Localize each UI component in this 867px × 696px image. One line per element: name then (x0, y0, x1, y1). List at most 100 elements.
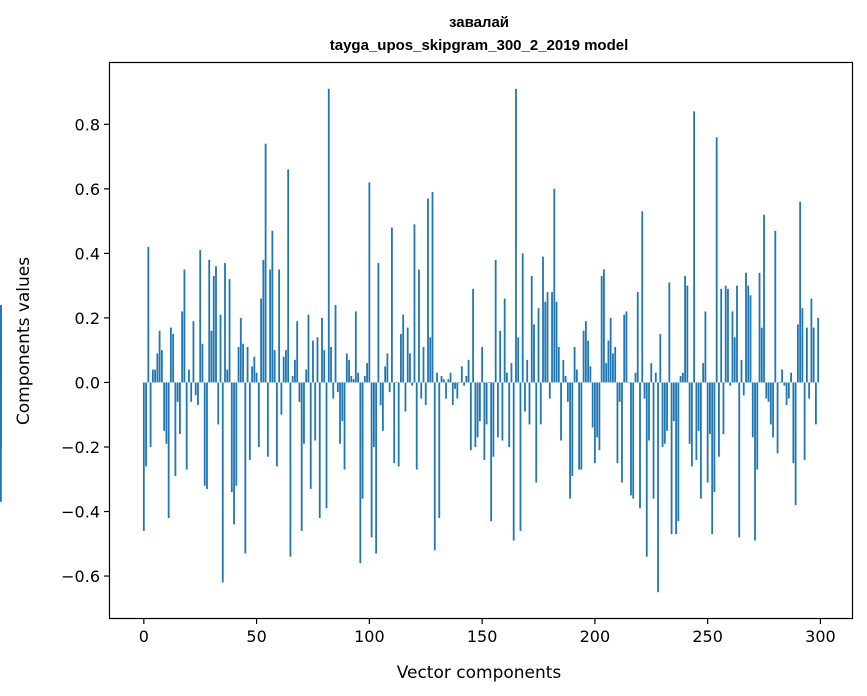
bar (0, 337, 2, 383)
bar (172, 334, 175, 383)
bar (508, 382, 511, 447)
bar (636, 292, 639, 383)
bar (533, 324, 535, 383)
bar (519, 382, 522, 531)
bar (239, 317, 242, 383)
bar (400, 334, 402, 383)
y-tick-label: 0.2 (75, 309, 100, 328)
bar (537, 308, 540, 383)
bar (361, 382, 364, 499)
x-tick-label: 300 (805, 627, 836, 646)
bar (776, 382, 779, 454)
bar (643, 382, 646, 399)
bar (336, 382, 339, 393)
bar (483, 382, 486, 460)
bar (257, 382, 260, 447)
bar (433, 382, 436, 551)
bar (634, 372, 637, 383)
y-tick-label: 0.6 (75, 180, 100, 199)
bar (424, 382, 427, 406)
bar (763, 214, 765, 383)
bar (650, 363, 653, 383)
bar (253, 356, 256, 383)
bar (192, 321, 195, 383)
bar (368, 182, 371, 383)
bar (589, 366, 592, 383)
bar (792, 382, 795, 464)
bar (474, 382, 477, 447)
bar (300, 382, 303, 531)
bar (731, 311, 734, 383)
bar (494, 259, 497, 383)
bar (693, 111, 696, 383)
bar (429, 337, 432, 383)
bar (341, 382, 344, 422)
bar (233, 382, 235, 525)
bar (210, 330, 213, 383)
y-tick-label: −0.4 (61, 503, 100, 522)
bar (278, 269, 281, 383)
bar (226, 369, 229, 383)
bar (454, 382, 456, 389)
bar (740, 359, 743, 383)
bar (578, 382, 580, 470)
bar (736, 285, 738, 383)
bar (618, 382, 621, 402)
bar (724, 285, 727, 383)
bar (738, 382, 741, 538)
bar (627, 382, 630, 384)
bar (751, 382, 754, 438)
bar (384, 366, 387, 383)
bar (235, 382, 238, 486)
bar (215, 266, 217, 383)
bar (805, 327, 808, 383)
bar (747, 285, 750, 383)
bar (562, 359, 565, 383)
bar (402, 314, 405, 383)
bar (718, 382, 720, 457)
bar (659, 334, 662, 383)
bar (321, 317, 323, 383)
bar (372, 382, 375, 447)
bar (316, 337, 319, 383)
bar (354, 311, 357, 383)
bar (289, 382, 292, 557)
bar (598, 382, 601, 451)
bar (767, 382, 770, 402)
bar (386, 353, 389, 383)
bar (282, 356, 285, 383)
bar (810, 298, 813, 383)
bar (758, 272, 761, 383)
bar (431, 192, 434, 383)
bar (688, 382, 691, 444)
bar (350, 375, 353, 383)
bar (224, 263, 226, 383)
bar (188, 369, 190, 383)
bar (244, 382, 247, 554)
bar (616, 382, 619, 464)
bar (334, 305, 337, 383)
bar (580, 382, 583, 470)
bar (551, 292, 553, 383)
bar (745, 272, 747, 383)
bar (727, 288, 729, 383)
bar (711, 382, 714, 535)
bar (327, 88, 330, 383)
bar (269, 269, 272, 383)
bar (510, 363, 513, 383)
bar (600, 275, 603, 383)
bar (772, 382, 774, 438)
bar (623, 314, 626, 383)
bar (325, 382, 328, 509)
bar (501, 382, 504, 441)
bar (645, 382, 648, 557)
bar (760, 327, 763, 383)
bar (661, 382, 664, 447)
bar (190, 382, 193, 402)
bar (521, 253, 524, 383)
x-tick-label: 100 (354, 627, 385, 646)
bar (571, 382, 574, 477)
y-axis-ticks: −0.6 −0.4 −0.2 0.0 0.2 0.4 0.6 0.8 (61, 115, 110, 586)
bar (575, 369, 578, 383)
